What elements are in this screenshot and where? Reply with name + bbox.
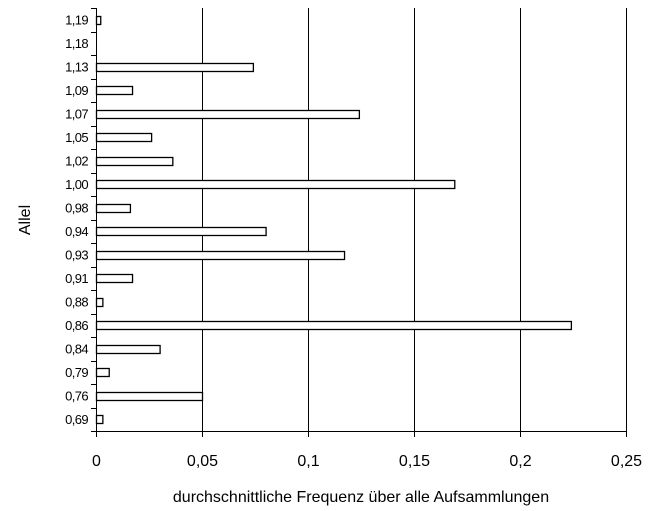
bar [95, 109, 361, 120]
category-label: 0,94 [65, 224, 88, 239]
category-label: 0,98 [65, 200, 88, 215]
bar [95, 250, 346, 261]
bar [95, 273, 134, 284]
bars [95, 15, 573, 425]
x-tick-label: 0,2 [509, 453, 531, 470]
x-tick-labels: 0 0,05 0,1 0,15 0,2 0,25 [92, 453, 642, 470]
bar [95, 15, 102, 26]
category-label: 1,13 [65, 59, 88, 74]
bar [95, 367, 110, 378]
category-label: 0,86 [65, 318, 88, 333]
bar [95, 226, 267, 237]
category-label: 1,00 [65, 177, 88, 192]
x-tick-label: 0 [92, 453, 101, 470]
category-label: 0,84 [65, 341, 88, 356]
x-axis-title: durchschnittliche Frequenz über alle Auf… [173, 489, 549, 506]
category-label: 1,19 [65, 12, 88, 27]
category-label: 0,91 [65, 271, 88, 286]
bar [95, 414, 104, 425]
bar [95, 297, 104, 308]
bar [95, 85, 134, 96]
bar [95, 132, 153, 143]
bar [95, 179, 456, 190]
bar [95, 203, 132, 214]
x-tick-label: 0,15 [399, 453, 430, 470]
category-label: 0,79 [65, 365, 88, 380]
bar [95, 62, 255, 73]
x-tick-label: 0,05 [187, 453, 218, 470]
x-tick-label: 0,25 [611, 453, 642, 470]
y-axis-title: Allel [17, 205, 34, 235]
gridlines [202, 8, 627, 431]
x-tick-label: 0,1 [297, 453, 319, 470]
bar [95, 320, 573, 331]
category-labels: 0,69 0,76 0,79 0,84 0,86 0,88 0,91 0,93 0,94 0,98… [65, 12, 89, 427]
category-label: 0,76 [65, 388, 88, 403]
category-label: 1,07 [65, 106, 88, 121]
category-label: 1,02 [65, 153, 88, 168]
category-label: 1,18 [65, 36, 88, 51]
bar [95, 344, 161, 355]
bar [95, 391, 204, 402]
category-label: 1,05 [65, 130, 88, 145]
category-label: 0,88 [65, 294, 88, 309]
category-label: 1,09 [65, 83, 88, 98]
bar [95, 156, 174, 167]
axes [91, 8, 627, 437]
category-label: 0,93 [65, 247, 88, 262]
category-label: 0,69 [65, 412, 88, 427]
